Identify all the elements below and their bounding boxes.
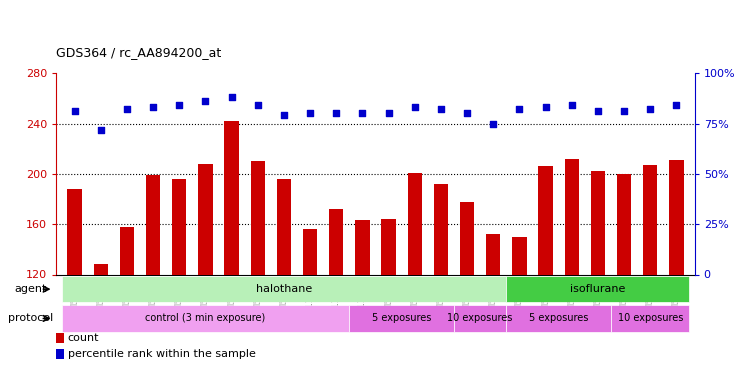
Bar xyxy=(349,305,454,332)
Bar xyxy=(408,173,422,274)
Bar xyxy=(303,229,317,274)
Text: control (3 min exposure): control (3 min exposure) xyxy=(146,313,266,324)
Text: isoflurane: isoflurane xyxy=(570,284,626,294)
Point xyxy=(304,111,316,116)
Text: agent: agent xyxy=(15,284,47,294)
Bar xyxy=(172,179,186,274)
Bar xyxy=(617,174,632,274)
Text: count: count xyxy=(68,333,99,343)
Point xyxy=(409,104,421,110)
Text: percentile rank within the sample: percentile rank within the sample xyxy=(68,349,255,359)
Point xyxy=(200,98,212,104)
Bar xyxy=(68,189,82,274)
Bar xyxy=(591,171,605,274)
Bar xyxy=(643,165,657,274)
Bar xyxy=(669,160,683,274)
Point xyxy=(487,120,499,126)
Text: 10 exposures: 10 exposures xyxy=(448,313,513,324)
Bar xyxy=(538,166,553,274)
Point xyxy=(225,94,237,100)
Bar xyxy=(146,175,160,274)
Text: GDS364 / rc_AA894200_at: GDS364 / rc_AA894200_at xyxy=(56,45,222,59)
Bar xyxy=(565,159,579,274)
Point xyxy=(461,111,473,116)
Point xyxy=(618,108,630,114)
Bar xyxy=(454,305,506,332)
Point xyxy=(539,104,551,110)
Point xyxy=(68,108,80,114)
Point xyxy=(330,111,342,116)
Point xyxy=(173,102,185,108)
Bar xyxy=(506,276,689,302)
Bar xyxy=(329,209,343,274)
Point xyxy=(644,107,656,112)
Point xyxy=(514,107,526,112)
Point xyxy=(592,108,604,114)
Point xyxy=(435,107,447,112)
Bar xyxy=(382,219,396,274)
Bar xyxy=(251,161,265,274)
Point xyxy=(95,127,107,132)
Point xyxy=(357,111,369,116)
Text: 5 exposures: 5 exposures xyxy=(372,313,431,324)
Bar xyxy=(119,227,134,274)
Bar xyxy=(62,305,349,332)
Text: 5 exposures: 5 exposures xyxy=(529,313,588,324)
Bar xyxy=(506,305,611,332)
Bar xyxy=(355,220,369,274)
Bar xyxy=(276,179,291,274)
Bar xyxy=(62,276,506,302)
Bar xyxy=(56,333,64,343)
Bar xyxy=(460,202,475,274)
Point xyxy=(382,111,394,116)
Bar xyxy=(198,164,213,274)
Text: halothane: halothane xyxy=(256,284,312,294)
Bar xyxy=(434,184,448,274)
Bar xyxy=(56,349,64,359)
Point xyxy=(566,102,578,108)
Point xyxy=(671,102,683,108)
Point xyxy=(147,104,159,110)
Text: protocol: protocol xyxy=(8,313,53,324)
Point xyxy=(252,102,264,108)
Bar xyxy=(512,237,526,274)
Bar xyxy=(486,234,500,274)
Point xyxy=(121,107,133,112)
Point xyxy=(278,113,290,119)
Bar xyxy=(94,264,108,274)
Bar xyxy=(611,305,689,332)
Bar xyxy=(225,121,239,274)
Text: 10 exposures: 10 exposures xyxy=(617,313,683,324)
